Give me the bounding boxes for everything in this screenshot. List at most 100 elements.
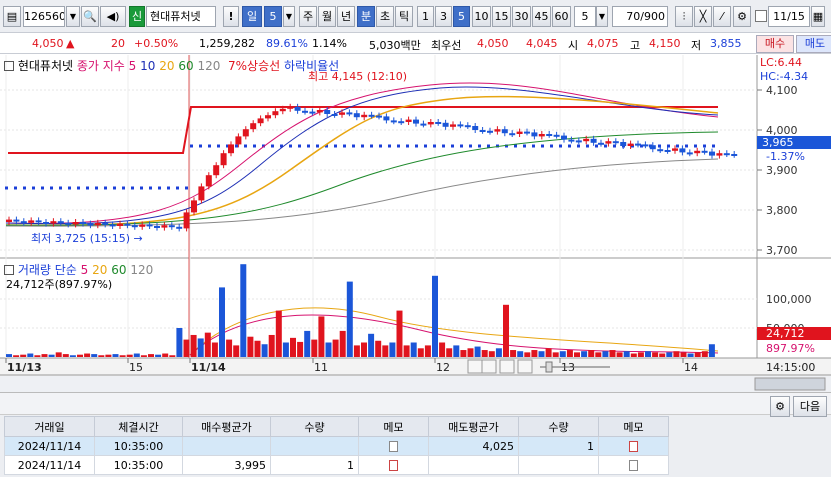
interval-5-button[interactable]: 5 bbox=[453, 6, 470, 27]
col-header-time[interactable]: 체결시간 bbox=[94, 416, 183, 437]
period-minute-button[interactable]: 분 bbox=[357, 6, 375, 27]
interval-input[interactable]: 5 bbox=[574, 6, 596, 27]
vol-ma20: 20 bbox=[92, 263, 108, 277]
col-header-sell-avg[interactable]: 매도평균가 bbox=[428, 416, 519, 437]
col-header-sell-memo[interactable]: 메모 bbox=[598, 416, 669, 437]
volume-bar bbox=[275, 310, 282, 357]
alert-button[interactable]: ! bbox=[223, 6, 239, 27]
up-candle bbox=[627, 143, 634, 146]
table-row[interactable]: 2024/11/14 10:35:00 3,995 1 bbox=[4, 455, 669, 475]
period-tick-button[interactable]: 틱 bbox=[395, 6, 413, 27]
menu-icon[interactable]: ▤ bbox=[3, 6, 21, 27]
down-candle bbox=[309, 111, 316, 114]
count-field[interactable]: 70/900 bbox=[612, 6, 668, 27]
time-tick-label: 14 bbox=[684, 361, 698, 374]
period-day-button[interactable]: 일 bbox=[242, 6, 262, 27]
buy-button[interactable]: 매수 bbox=[756, 35, 794, 53]
cell-sell-memo[interactable] bbox=[598, 436, 669, 456]
interval-3-button[interactable]: 3 bbox=[435, 6, 452, 27]
down-candle bbox=[657, 149, 664, 152]
chart-area[interactable]: 4,1004,0003,9003,8003,700100,00050,00011… bbox=[0, 55, 831, 395]
volume-bar bbox=[297, 341, 304, 357]
volume-bar bbox=[183, 339, 190, 357]
volume-bar bbox=[623, 351, 630, 357]
memo-edit-icon[interactable] bbox=[629, 441, 638, 452]
open-label: 시 bbox=[568, 39, 579, 52]
interval-15-button[interactable]: 15 bbox=[492, 6, 511, 27]
stock-code-input[interactable]: 126560 bbox=[23, 6, 65, 27]
volume-bar bbox=[84, 353, 91, 357]
chart-canvas[interactable]: 4,1004,0003,9003,8003,700100,00050,00011… bbox=[0, 55, 831, 392]
down-candle bbox=[524, 131, 530, 134]
up-candle bbox=[139, 224, 146, 227]
price-change: 20 bbox=[111, 37, 125, 50]
col-header-buy-avg[interactable]: 매수평균가 bbox=[182, 416, 271, 437]
up-candle bbox=[183, 212, 190, 229]
volume-bar bbox=[503, 304, 509, 357]
line-tool-icon[interactable]: ⁄ bbox=[713, 6, 731, 27]
period-second-button[interactable]: 초 bbox=[376, 6, 394, 27]
volume-bar bbox=[552, 352, 559, 357]
volume-legend-toggle-icon[interactable] bbox=[4, 265, 14, 275]
interval-30-button[interactable]: 30 bbox=[512, 6, 531, 27]
cell-buy-memo[interactable] bbox=[358, 455, 429, 475]
col-header-sell-qty[interactable]: 수량 bbox=[518, 416, 599, 437]
candle-type-icon[interactable]: ⫶ bbox=[675, 6, 693, 27]
up-candle bbox=[716, 153, 723, 156]
down-candle bbox=[146, 224, 153, 227]
sell-button[interactable]: 매도 bbox=[796, 35, 831, 53]
period-dropdown-icon[interactable]: ▼ bbox=[283, 6, 295, 27]
volume-bar bbox=[332, 339, 339, 357]
volume-bar bbox=[460, 350, 467, 357]
down-candle bbox=[65, 222, 72, 225]
vol-ma5: 5 bbox=[80, 263, 89, 277]
volume-bar bbox=[375, 340, 382, 357]
dropdown-arrow-icon[interactable]: ▼ bbox=[66, 6, 80, 27]
volume-bar bbox=[34, 355, 41, 357]
col-header-date[interactable]: 거래일 bbox=[4, 416, 95, 437]
next-button[interactable]: 다음 bbox=[793, 396, 827, 417]
interval-1-button[interactable]: 1 bbox=[417, 6, 434, 27]
interval-45-button[interactable]: 45 bbox=[532, 6, 551, 27]
down-candle bbox=[87, 223, 94, 226]
cell-buy-memo[interactable] bbox=[358, 436, 429, 456]
date-checkbox[interactable] bbox=[755, 10, 767, 22]
up-candle bbox=[250, 123, 257, 130]
table-row[interactable]: 2024/11/14 10:35:00 4,025 1 bbox=[4, 436, 669, 456]
interval-dropdown-icon[interactable]: ▼ bbox=[596, 6, 608, 27]
interval-10-button[interactable]: 10 bbox=[472, 6, 491, 27]
up-candle bbox=[257, 118, 264, 124]
settings-gear-icon[interactable]: ⚙ bbox=[733, 6, 751, 27]
period-year-button[interactable]: 년 bbox=[337, 6, 355, 27]
down-candle bbox=[635, 143, 641, 146]
down-candle bbox=[331, 114, 338, 116]
up-candle bbox=[583, 138, 590, 142]
period-month-button[interactable]: 월 bbox=[318, 6, 336, 27]
volume-bar bbox=[69, 355, 76, 357]
up-candle bbox=[94, 222, 101, 226]
volume-bar bbox=[204, 332, 211, 357]
low-annotation: 최저 3,725 (15:15) → bbox=[31, 230, 143, 246]
period-week-button[interactable]: 주 bbox=[299, 6, 317, 27]
cell-sell-memo[interactable] bbox=[598, 455, 669, 475]
down-candle bbox=[620, 142, 627, 146]
speaker-icon[interactable]: ◀) bbox=[100, 6, 126, 27]
memo-icon[interactable] bbox=[629, 460, 638, 471]
calendar-icon[interactable]: ▦ bbox=[811, 6, 825, 27]
down-candle bbox=[664, 150, 671, 152]
legend-toggle-icon[interactable] bbox=[4, 61, 14, 71]
date-input[interactable]: 11/15 bbox=[768, 6, 810, 27]
search-icon[interactable]: 🔍 bbox=[81, 6, 99, 27]
panel-settings-gear-icon[interactable]: ⚙ bbox=[770, 396, 790, 417]
chart-type-icon[interactable]: ╳ bbox=[694, 6, 712, 27]
memo-edit-icon[interactable] bbox=[389, 460, 398, 471]
col-header-buy-memo[interactable]: 메모 bbox=[358, 416, 429, 437]
interval-60-button[interactable]: 60 bbox=[552, 6, 571, 27]
period-number[interactable]: 5 bbox=[264, 6, 282, 27]
volume-bar bbox=[13, 355, 20, 357]
volume-bar bbox=[304, 330, 311, 357]
up-candle bbox=[28, 220, 35, 223]
stock-name-field[interactable]: 현대퓨처넷 bbox=[146, 6, 216, 27]
col-header-buy-qty[interactable]: 수량 bbox=[270, 416, 359, 437]
memo-icon[interactable] bbox=[389, 441, 398, 452]
